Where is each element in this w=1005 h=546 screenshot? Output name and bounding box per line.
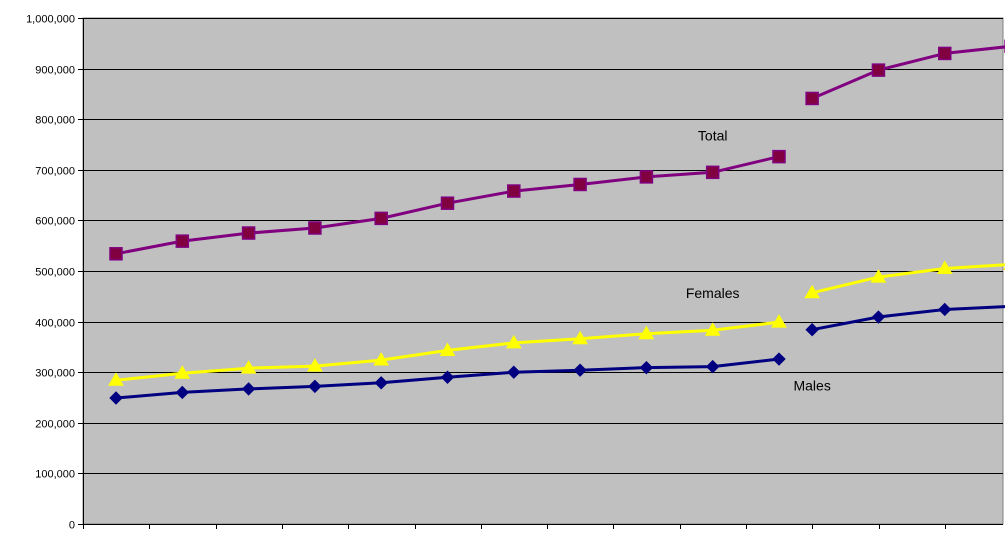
males-data-point [871,310,886,324]
total-series-line [811,45,1005,100]
males-data-point [241,382,256,396]
y-tick-label: 900,000 [35,65,75,77]
total-data-point [573,177,587,192]
males-data-point [705,359,720,374]
total-data-point [938,46,952,61]
total-data-point [308,221,322,235]
females-data-point [108,372,124,386]
females-data-point [572,330,588,345]
total-data-point [507,184,521,198]
males-data-point [573,363,587,377]
females-data-point [704,322,721,336]
females-data-point [638,325,655,340]
males-series-label: Males [793,377,830,393]
total-data-point [374,211,388,226]
y-tick-label: 800,000 [35,115,75,127]
males-data-point [175,385,190,400]
males-data-point [507,365,521,379]
total-data-point [705,165,720,180]
y-tick-label: 0 [69,520,75,532]
males-data-point [805,322,819,337]
females-data-point [870,269,887,283]
females-data-point [174,365,191,379]
females-data-point [771,314,787,328]
total-data-point [772,149,786,164]
y-tick-label: 400,000 [35,318,75,330]
males-data-point [109,391,123,405]
males-data-point [772,352,786,366]
y-tick-label: 300,000 [35,368,75,380]
y-tick-label: 700,000 [35,166,75,178]
y-tick-label: 200,000 [35,419,75,431]
total-data-point [639,170,654,184]
y-tick-label: 1,000,000 [26,14,75,26]
total-data-point [805,91,819,106]
females-data-point [936,260,953,274]
males-data-point [639,360,654,375]
total-series-label: Total [698,127,728,143]
females-series-label: Females [686,285,740,301]
females-series-line [811,263,1005,295]
females-data-point [804,284,821,299]
total-data-point [175,234,190,248]
total-data-point [109,247,123,261]
males-data-point [308,379,322,394]
males-series-line [811,305,1005,332]
males-data-point [938,302,952,317]
males-data-point [374,376,388,390]
y-tick-label: 600,000 [35,216,75,228]
females-data-point [505,334,522,349]
females-data-point [439,342,456,356]
males-data-point [440,370,455,384]
total-data-point [241,226,256,240]
females-data-point [373,352,390,366]
total-data-point [871,63,886,77]
females-data-point [240,360,257,374]
y-tick-label: 500,000 [35,267,75,279]
total-data-point [440,196,455,210]
y-tick-label: 100,000 [35,469,75,481]
females-data-point [307,358,323,372]
